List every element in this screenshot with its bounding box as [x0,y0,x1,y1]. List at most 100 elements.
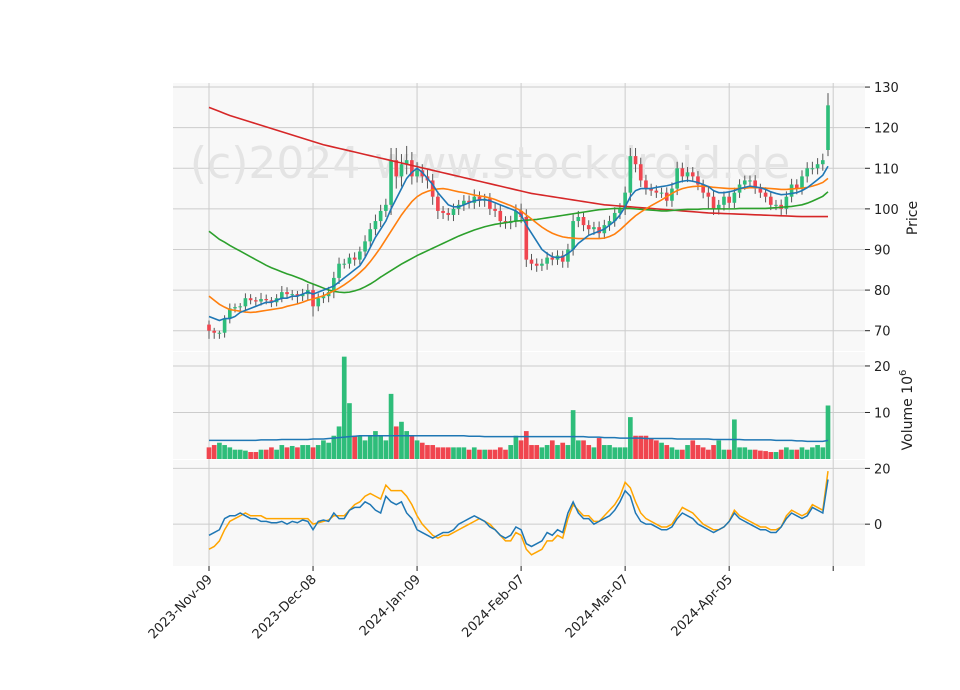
volume-bar [794,449,800,459]
volume-ma-line [209,434,829,443]
x-tick-label: 2023-Nov-09 [146,572,216,642]
volume-bar [648,438,654,459]
candle-body [227,308,232,319]
candle-body [623,192,627,209]
candle-body [529,259,534,264]
volume-bar [279,445,285,459]
price-tick-label: 110 [874,162,899,177]
volume-bar [523,431,529,459]
volume-bar [211,445,217,459]
volume-bar [258,449,264,459]
candle-body [597,227,601,234]
volume-bar [310,447,316,459]
volume-bar [404,431,410,459]
candle-body [300,294,305,297]
volume-bar [445,447,451,459]
candle-body [207,324,211,331]
candle-body [690,172,695,177]
volume-bar [456,447,462,459]
candle-body [259,299,263,302]
candle-body [654,190,659,193]
volume-bar [497,447,503,459]
candle-body [571,221,575,250]
candle-body [363,241,367,252]
candle-body [722,196,726,205]
candle-body [337,263,341,278]
volume-bar [804,449,810,459]
volume-bar [617,447,623,459]
volume-bar [685,445,690,459]
volume-bar [680,449,685,459]
volume-bar [274,449,279,459]
volume-bar [362,440,368,459]
volume-bar [284,447,290,459]
candle-body [540,263,544,266]
candle-body [763,192,768,197]
price-tick-label: 100 [874,203,899,218]
volume-bar [347,403,352,459]
candle-body [264,299,269,301]
volume-bar [248,452,253,459]
volume-bar [305,445,311,459]
volume-bar [758,450,763,459]
ma-short-line [208,165,829,322]
volume-bar [206,447,212,459]
candle-body [581,217,586,226]
candle-body [550,257,555,260]
volume-bar [586,445,592,459]
volume-bar [237,449,243,459]
volume-bar [263,449,269,459]
volume-bar [503,449,508,459]
volume-bar [331,435,337,459]
volume-bar [492,449,498,459]
candle-body [358,251,362,260]
candle-body [280,292,284,299]
candle-body [389,160,393,205]
volume-bar [555,445,560,459]
candle-body [410,160,414,177]
candle-body [243,298,248,307]
volume-bar [549,440,555,459]
candle-body [675,168,679,189]
volume-bar [825,405,831,459]
candle-body [285,292,289,295]
osc-tick-label: 20 [874,462,891,477]
candle-body [347,257,352,264]
volume-bar [222,445,227,459]
volume-bar [383,440,389,459]
candle-body [566,249,570,262]
ma-long-line [208,191,829,294]
candle-body [519,210,523,217]
volume-bar [664,445,670,459]
candle-body [805,168,810,177]
volume-bar [378,435,383,459]
osc-tick-label: 0 [874,518,882,533]
candle-body [451,208,456,215]
volume-bar [612,447,618,459]
candle-body [352,257,357,260]
price-tick-label: 80 [874,284,891,299]
price-tick-label: 120 [874,122,899,137]
volume-bar [721,449,727,459]
volume-bar [737,447,742,459]
candle-body [441,210,445,213]
volume-bar [513,435,519,459]
volume-bar [820,447,826,459]
candle-body [618,208,622,213]
volume-bar [752,449,758,459]
osc-fast-line [208,479,829,548]
volume-bar [784,447,789,459]
volume-bar [669,447,675,459]
volume-bar [269,447,274,459]
volume-bar [529,445,534,459]
candle-body [295,294,300,297]
volume-bar [659,442,664,459]
volume-bar [654,440,659,459]
volume-bar [601,445,607,459]
candle-body [670,188,674,201]
volume-bar [367,435,373,459]
candle-body [269,300,274,303]
candle-body [607,221,612,226]
volume-bar [440,447,446,459]
volume-bar [399,421,404,459]
